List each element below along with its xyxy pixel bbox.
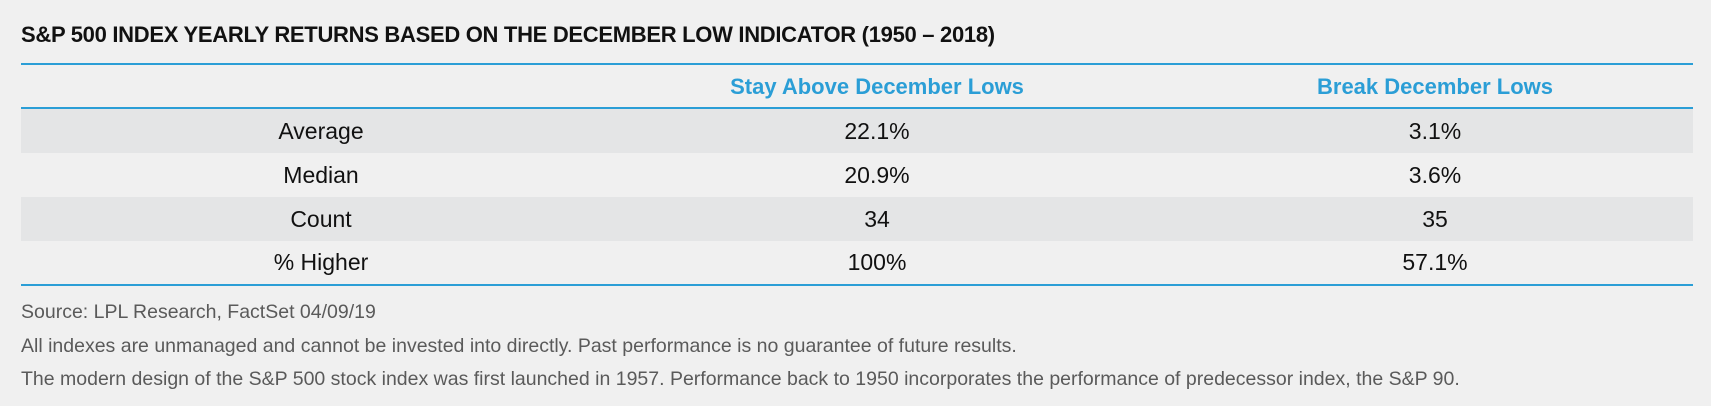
cell-stay-above: 22.1% xyxy=(844,118,910,144)
table-header: Stay Above December Lows Break December … xyxy=(21,65,1693,107)
cell-stay-above: 34 xyxy=(864,206,890,232)
row-label: Count xyxy=(290,206,352,232)
top-rule xyxy=(21,63,1693,65)
source-note: Source: LPL Research, FactSet 04/09/19 xyxy=(21,301,376,323)
table-row-count: Count 34 35 xyxy=(21,197,1693,241)
cell-break: 3.6% xyxy=(1408,162,1462,188)
cell-break: 3.1% xyxy=(1408,118,1462,144)
row-label: Median xyxy=(283,162,359,188)
column-header-break: Break December Lows xyxy=(1317,74,1553,99)
cell-stay-above: 100% xyxy=(847,249,907,275)
chart-title: S&P 500 INDEX YEARLY RETURNS BASED ON TH… xyxy=(21,22,995,47)
column-header-stay-above: Stay Above December Lows xyxy=(730,74,1024,99)
cell-break: 57.1% xyxy=(1402,249,1468,275)
disclaimer-note: All indexes are unmanaged and cannot be … xyxy=(21,335,1017,357)
cell-stay-above: 20.9% xyxy=(844,162,910,188)
bottom-rule xyxy=(21,284,1693,286)
row-label: % Higher xyxy=(273,249,369,275)
row-label: Average xyxy=(278,118,364,144)
index-history-note: The modern design of the S&P 500 stock i… xyxy=(21,368,1460,390)
header-rule xyxy=(21,107,1693,109)
cell-break: 35 xyxy=(1422,206,1448,232)
table-row-median: Median 20.9% 3.6% xyxy=(21,153,1693,197)
table-row-average: Average 22.1% 3.1% xyxy=(21,109,1693,153)
table-row-percent-higher: % Higher 100% 57.1% xyxy=(21,240,1693,284)
